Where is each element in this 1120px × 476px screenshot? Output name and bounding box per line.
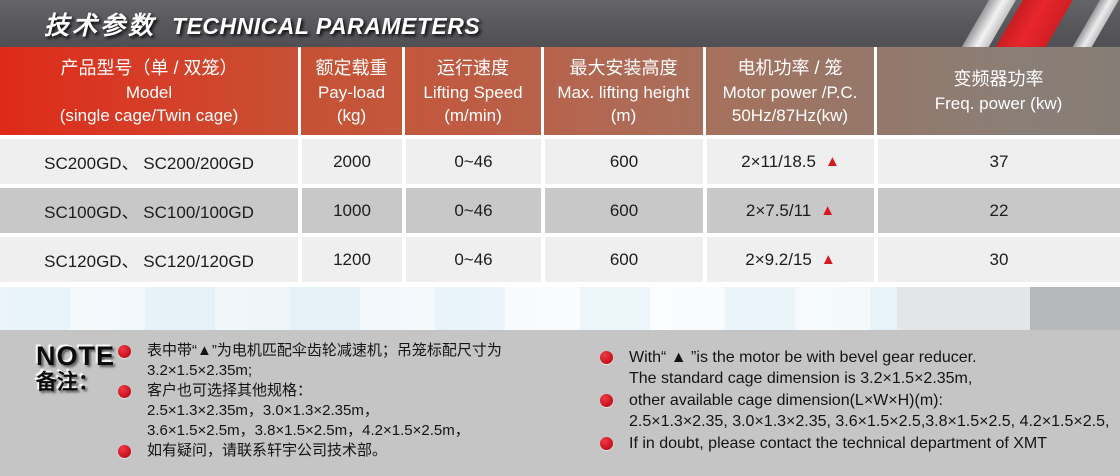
note-text: With“ ▲ ”is the motor be with bevel gear… <box>629 347 977 389</box>
note-text: 客户也可选择其他规格： 2.5×1.3×2.35m，3.0×1.3×2.35m，… <box>147 381 470 441</box>
motor-power-value: 2×11/18.5 <box>741 151 816 171</box>
table-row: SC120GD、 SC120/120GD 1200 0~46 600 2×9.2… <box>0 237 1120 282</box>
notes-chinese: 表中带“▲”为电机匹配伞齿轮减速机；吊笼标配尺寸为 3.2×1.5×2.35m;… <box>118 341 598 461</box>
column-header-payload: 额定载重 Pay-load (kg) <box>298 47 402 135</box>
decor-gray-block-dark <box>1030 287 1120 330</box>
note-line: 表中带“▲”为电机匹配伞齿轮减速机；吊笼标配尺寸为 <box>147 342 502 359</box>
note-line: other available cage dimension(L×W×H)(m)… <box>629 392 943 409</box>
cell-speed: 0~46 <box>402 139 541 184</box>
header-line: Freq. power (kw) <box>934 94 1063 113</box>
bullet-icon <box>600 437 613 450</box>
note-item: 如有疑问，请联系轩宇公司技术部。 <box>118 441 598 461</box>
cell-height: 600 <box>541 139 703 184</box>
header-line: Motor power /P.C. <box>722 82 858 102</box>
note-text: If in doubt, please contact the technica… <box>629 433 1047 454</box>
decorative-band <box>0 287 1120 330</box>
notes-section: NOTE 备注： 表中带“▲”为电机匹配伞齿轮减速机；吊笼标配尺寸为 3.2×1… <box>0 330 1120 476</box>
note-label-en: NOTE <box>36 341 116 371</box>
note-item: other available cage dimension(L×W×H)(m)… <box>600 390 1115 432</box>
header-line: 额定载重 <box>315 57 388 78</box>
cell-model: SC200GD、 SC200/200GD <box>0 139 298 184</box>
header-line: 产品型号（单 / 双笼） <box>60 57 238 78</box>
note-text: 如有疑问，请联系轩宇公司技术部。 <box>147 441 387 461</box>
cell-model: SC100GD、 SC100/100GD <box>0 188 298 233</box>
note-line: If in doubt, please contact the technica… <box>629 435 1048 452</box>
page-title-en: TECHNICAL PARAMETERS <box>172 13 481 39</box>
column-header-freq-power: 变频器功率 Freq. power (kw) <box>874 47 1120 135</box>
header-line: (single cage/Twin cage) <box>59 105 239 125</box>
cell-payload: 1000 <box>298 188 402 233</box>
note-item: 表中带“▲”为电机匹配伞齿轮减速机；吊笼标配尺寸为 3.2×1.5×2.35m; <box>118 341 598 381</box>
note-line: The standard cage dimension is 3.2×1.5×2… <box>629 370 973 387</box>
page-title-cn: 技术参数 <box>44 12 157 40</box>
cell-freq-power: 37 <box>874 139 1120 184</box>
note-item: 客户也可选择其他规格： 2.5×1.3×2.35m，3.0×1.3×2.35m，… <box>118 381 598 441</box>
column-header-height: 最大安装高度 Max. lifting height (m) <box>541 47 703 135</box>
header-line: Max. lifting height <box>557 82 690 102</box>
column-header-speed: 运行速度 Lifting Speed (m/min) <box>402 47 541 135</box>
bevel-reducer-triangle-icon: ▲ <box>824 153 840 170</box>
header-line: Pay-load <box>317 82 386 102</box>
bullet-icon <box>118 385 131 398</box>
bevel-reducer-triangle-icon: ▲ <box>820 202 836 219</box>
table-row: SC200GD、 SC200/200GD 2000 0~46 600 2×11/… <box>0 139 1120 184</box>
cell-freq-power: 22 <box>874 188 1120 233</box>
decor-stripe-silver-right <box>1068 0 1120 47</box>
note-line: 2.5×1.3×2.35m，3.0×1.3×2.35m， <box>147 402 379 419</box>
note-line: 3.6×1.5×2.5m，3.8×1.5×2.5m，4.2×1.5×2.5m， <box>147 422 470 439</box>
header-line: 50Hz/87Hz(kw) <box>731 105 849 125</box>
header-line: Lifting Speed <box>423 82 523 102</box>
note-line: With“ ▲ ”is the motor be with bevel gear… <box>629 349 977 366</box>
table-header-row: 产品型号（单 / 双笼） Model (single cage/Twin cag… <box>0 47 1120 135</box>
header-line: 运行速度 <box>437 57 509 78</box>
cell-payload: 2000 <box>298 139 402 184</box>
note-item: With“ ▲ ”is the motor be with bevel gear… <box>600 347 1115 389</box>
note-line: 客户也可选择其他规格： <box>147 382 313 399</box>
header-line: (m) <box>610 105 637 125</box>
cell-motor-power: 2×11/18.5 ▲ <box>703 139 874 184</box>
note-line: 3.2×1.5×2.35m; <box>147 362 253 379</box>
notes-english: With“ ▲ ”is the motor be with bevel gear… <box>600 347 1115 455</box>
bevel-reducer-triangle-icon: ▲ <box>820 251 836 268</box>
note-item: If in doubt, please contact the technica… <box>600 433 1115 454</box>
note-label-cn: 备注： <box>36 371 99 394</box>
note-text: other available cage dimension(L×W×H)(m)… <box>629 390 1109 432</box>
column-header-motor-power: 电机功率 / 笼 Motor power /P.C. 50Hz/87Hz(kw) <box>703 47 874 135</box>
header-line: 变频器功率 <box>953 69 1044 89</box>
cell-speed: 0~46 <box>402 188 541 233</box>
note-label: NOTE 备注： <box>36 342 115 395</box>
header-line: 最大安装高度 <box>569 57 678 78</box>
bullet-icon <box>600 351 613 364</box>
cell-payload: 1200 <box>298 237 402 282</box>
motor-power-value: 2×7.5/11 <box>745 200 812 220</box>
cell-motor-power: 2×7.5/11 ▲ <box>703 188 874 233</box>
title-bar: 技术参数 TECHNICAL PARAMETERS <box>0 0 1120 47</box>
decor-gray-block-light <box>897 287 1030 330</box>
header-line: Model <box>125 82 173 102</box>
cell-freq-power: 30 <box>874 237 1120 282</box>
header-line: (kg) <box>336 105 367 125</box>
note-text: 表中带“▲”为电机匹配伞齿轮减速机；吊笼标配尺寸为 3.2×1.5×2.35m; <box>147 341 502 381</box>
page-title: 技术参数 TECHNICAL PARAMETERS <box>44 6 480 42</box>
cell-height: 600 <box>541 188 703 233</box>
table-row: SC100GD、 SC100/100GD 1000 0~46 600 2×7.5… <box>0 188 1120 233</box>
column-header-model: 产品型号（单 / 双笼） Model (single cage/Twin cag… <box>0 47 298 135</box>
header-line: 电机功率 / 笼 <box>737 57 843 78</box>
bullet-icon <box>118 345 131 358</box>
cell-model: SC120GD、 SC120/120GD <box>0 237 298 282</box>
header-line: (m/min) <box>444 105 502 125</box>
bullet-icon <box>600 394 613 407</box>
cell-speed: 0~46 <box>402 237 541 282</box>
cell-motor-power: 2×9.2/15 ▲ <box>703 237 874 282</box>
note-line: 如有疑问，请联系轩宇公司技术部。 <box>147 442 388 459</box>
cell-height: 600 <box>541 237 703 282</box>
motor-power-value: 2×9.2/15 <box>745 249 812 269</box>
bullet-icon <box>118 445 131 458</box>
note-line: 2.5×1.3×2.35, 3.0×1.3×2.35, 3.6×1.5×2.5,… <box>629 413 1110 430</box>
